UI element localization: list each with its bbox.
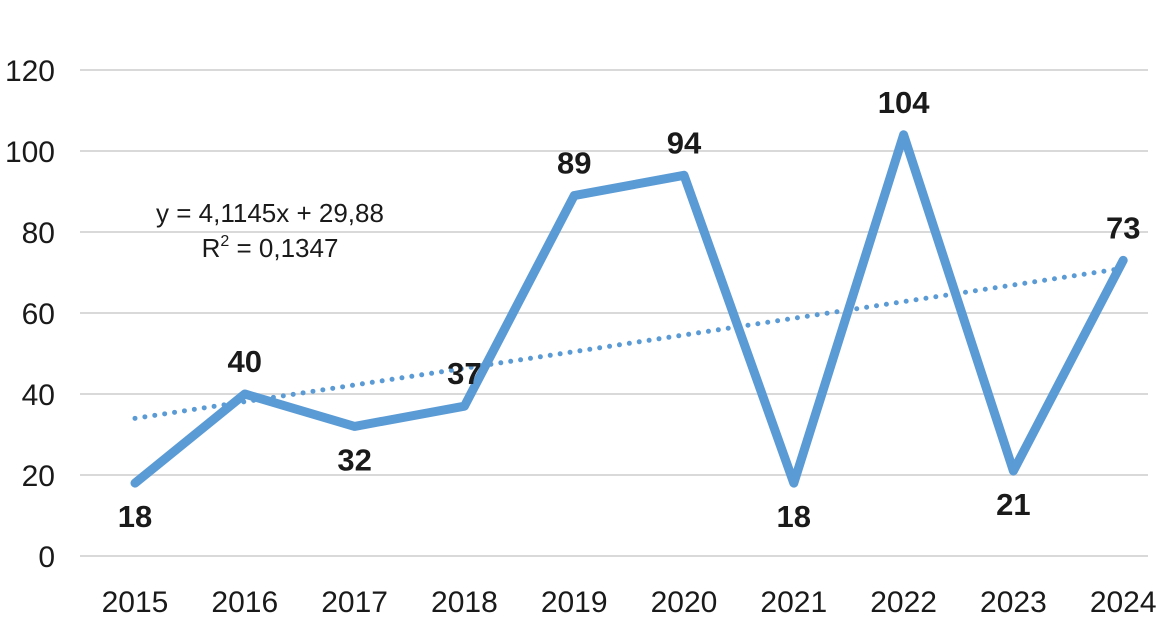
trendline bbox=[132, 265, 1126, 421]
x-axis-tick-labels: 2015 2016 2017 2018 2019 2020 2021 2022 2023 2024 bbox=[102, 586, 1157, 619]
r-squared-exponent: 2 bbox=[220, 233, 229, 250]
x-tick-label: 2022 bbox=[870, 586, 937, 619]
trendline-group bbox=[132, 265, 1126, 421]
x-tick-label: 2019 bbox=[541, 586, 608, 619]
x-tick-label: 2024 bbox=[1090, 586, 1157, 619]
data-label: 104 bbox=[878, 85, 930, 120]
data-label: 21 bbox=[996, 487, 1030, 522]
y-tick-label: 60 bbox=[22, 298, 55, 331]
r-squared-value: = 0,1347 bbox=[229, 233, 338, 263]
y-tick-label: 100 bbox=[5, 136, 55, 169]
trendline-equation: y = 4,1145x + 29,88 bbox=[156, 198, 384, 228]
x-tick-label: 2020 bbox=[651, 586, 718, 619]
series-line bbox=[130, 130, 1128, 488]
data-labels: 18 40 32 37 89 94 18 104 21 73 bbox=[118, 85, 1141, 534]
data-label: 94 bbox=[667, 125, 702, 160]
x-tick-label: 2018 bbox=[431, 586, 498, 619]
data-label: 89 bbox=[557, 146, 591, 181]
y-tick-label: 40 bbox=[22, 379, 55, 412]
trendline-r-squared: R2 = 0,1347 bbox=[202, 233, 339, 263]
data-label: 37 bbox=[447, 356, 481, 391]
y-tick-label: 20 bbox=[22, 460, 55, 493]
data-label: 40 bbox=[228, 344, 262, 379]
data-label: 18 bbox=[118, 499, 152, 534]
data-label: 73 bbox=[1106, 210, 1140, 245]
x-tick-label: 2015 bbox=[102, 586, 169, 619]
data-label: 32 bbox=[337, 442, 371, 477]
y-tick-label: 120 bbox=[5, 55, 55, 88]
y-tick-label: 0 bbox=[38, 541, 55, 574]
gridlines bbox=[80, 69, 1148, 557]
x-tick-label: 2016 bbox=[211, 586, 278, 619]
x-tick-label: 2017 bbox=[321, 586, 388, 619]
y-tick-label: 80 bbox=[22, 217, 55, 250]
x-tick-label: 2023 bbox=[980, 586, 1047, 619]
data-label: 18 bbox=[777, 499, 811, 534]
x-tick-label: 2021 bbox=[760, 586, 827, 619]
y-axis-tick-labels: 0 20 40 60 80 100 120 bbox=[5, 55, 55, 574]
r-squared-symbol: R bbox=[202, 233, 221, 263]
series-group bbox=[130, 130, 1128, 488]
